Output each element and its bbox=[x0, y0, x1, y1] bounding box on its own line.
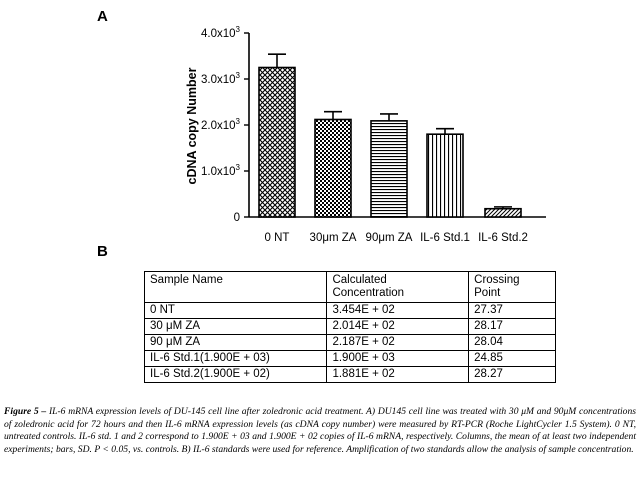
x-tick-label: 30μm ZA bbox=[310, 232, 357, 244]
panel-a-label: A bbox=[97, 8, 108, 25]
sample-name-cell: IL-6 Std.1(1.900E + 03) bbox=[143, 350, 328, 367]
bar-chart: 0 1.0x103 2.0x103 3.0x103 4.0x103 0 NT 30μm Z… bbox=[185, 25, 546, 244]
bar bbox=[426, 133, 464, 218]
table-row: IL-6 Std.2(1.900E + 02) 1.881E + 02 28.2… bbox=[143, 366, 556, 383]
y-axis-title: cDNA copy Number bbox=[185, 67, 199, 184]
figure-caption: Figure 5 – IL-6 mRNA expression levels o… bbox=[4, 406, 636, 456]
x-axis-labels: 0 NT 30μm ZA 90μm ZA IL-6 Std.1 IL-6 Std.2 bbox=[265, 232, 528, 244]
y-tick-label: 4.0x103 bbox=[201, 25, 241, 40]
concentration-cell: 2.187E + 02 bbox=[326, 334, 470, 351]
table-row: 0 NT 3.454E + 02 27.37 bbox=[143, 302, 556, 319]
y-tick-label: 2.0x103 bbox=[201, 117, 241, 132]
y-tick-label: 0 bbox=[234, 212, 240, 224]
concentration-cell: 1.900E + 03 bbox=[326, 350, 470, 367]
caption-text: IL-6 mRNA expression levels of DU-145 ce… bbox=[4, 406, 636, 455]
crossing-point-cell: 27.37 bbox=[468, 302, 556, 319]
crossing-point-cell: 24.85 bbox=[468, 350, 556, 367]
caption-lead: Figure 5 – bbox=[4, 406, 47, 417]
bar bbox=[370, 120, 408, 218]
panel-b-label: B bbox=[97, 243, 108, 260]
bar bbox=[258, 66, 296, 218]
y-tick-label: 3.0x103 bbox=[201, 71, 241, 86]
bars bbox=[258, 53, 522, 218]
y-tick-label: 1.0x103 bbox=[201, 163, 241, 178]
x-tick-label: 0 NT bbox=[265, 232, 290, 244]
table-header-row: Sample Name Calculated Concentration Cros… bbox=[143, 271, 556, 303]
crossing-point-cell: 28.27 bbox=[468, 366, 556, 383]
x-tick-label: 90μm ZA bbox=[366, 232, 413, 244]
crossing-point-cell: 28.04 bbox=[468, 334, 556, 351]
sample-name-cell: 30 μM ZA bbox=[143, 318, 328, 335]
sample-name-cell: IL-6 Std.2(1.900E + 02) bbox=[143, 366, 328, 383]
x-tick-label: IL-6 Std.2 bbox=[478, 232, 528, 244]
table-row: 90 μM ZA 2.187E + 02 28.04 bbox=[143, 334, 556, 351]
x-tick-label: IL-6 Std.1 bbox=[420, 232, 470, 244]
sample-name-cell: 0 NT bbox=[143, 302, 328, 319]
bar bbox=[314, 118, 352, 218]
crossing-point-cell: 28.17 bbox=[468, 318, 556, 335]
header-sample-name: Sample Name bbox=[143, 271, 328, 303]
concentration-cell: 3.454E + 02 bbox=[326, 302, 470, 319]
header-calculated-concentration: Calculated Concentration bbox=[326, 271, 470, 303]
header-crossing-point: Crossing Point bbox=[468, 271, 556, 303]
table-row: IL-6 Std.1(1.900E + 03) 1.900E + 03 24.8… bbox=[143, 350, 556, 367]
concentration-cell: 1.881E + 02 bbox=[326, 366, 470, 383]
table-row: 30 μM ZA 2.014E + 02 28.17 bbox=[143, 318, 556, 335]
sample-name-cell: 90 μM ZA bbox=[143, 334, 328, 351]
bar bbox=[484, 207, 522, 218]
standards-table: Sample Name Calculated Concentration Cros… bbox=[143, 271, 556, 383]
concentration-cell: 2.014E + 02 bbox=[326, 318, 470, 335]
